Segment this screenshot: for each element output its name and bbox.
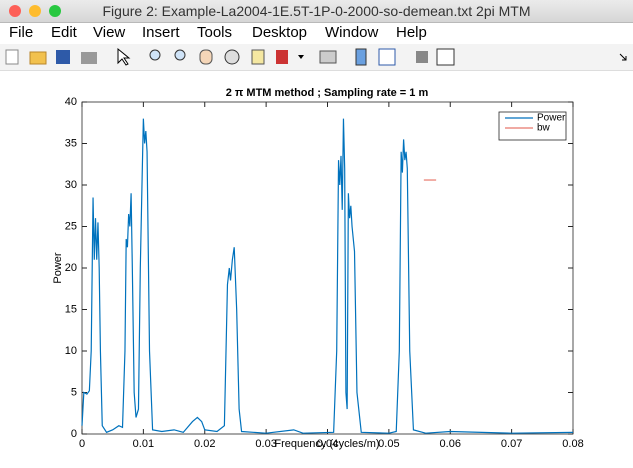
x-tick-label: 0 [79,438,85,450]
x-axis-label: Frequency (cycles/m) [274,438,379,450]
y-tick-label: 5 [71,386,77,398]
y-axis-label: Power [52,252,64,284]
close-button[interactable] [9,5,21,17]
menu-item[interactable]: Window [325,24,379,41]
y-tick-label: 30 [65,179,77,191]
y-tick-label: 25 [65,220,77,232]
menu-item[interactable]: Tools [197,24,233,41]
pan-icon[interactable] [199,49,213,65]
link-icon[interactable] [319,50,337,64]
save-icon[interactable] [56,50,70,64]
menu-item[interactable]: Insert [142,24,180,41]
chart: 2 π MTM method ; Sampling rate = 1 m Fre… [52,87,584,450]
y-tick-label: 35 [65,137,77,149]
y-tick-label: 0 [71,428,77,440]
toolbar [0,44,633,71]
print-icon[interactable] [81,52,97,64]
legend-label: bw [537,123,551,134]
x-tick-label: 0.04 [317,438,338,450]
x-tick-label: 0.06 [440,438,461,450]
line-series [81,118,574,434]
zoom-out-icon[interactable] [174,49,186,61]
menu-item[interactable]: File [9,24,34,41]
menu-item[interactable]: Desktop [252,24,308,41]
x-tick-label: 0.02 [194,438,215,450]
legend-label: Power [537,113,566,124]
dock-icon[interactable] [619,53,627,61]
y-tick-label: 10 [65,345,77,357]
new-icon[interactable] [5,49,19,65]
colorbar-icon[interactable] [355,48,367,66]
rotate-icon[interactable] [224,49,240,65]
dropdown-icon[interactable] [298,55,304,59]
toolbar-icons [5,47,627,66]
x-tick-label: 0.03 [255,438,276,450]
menu-item[interactable]: Help [396,24,427,41]
y-tick-label: 20 [65,262,77,274]
legend-box [498,111,567,141]
minimize-button[interactable] [29,5,41,17]
plot-area [81,101,574,435]
x-tick-label: 0.05 [378,438,399,450]
y-tick-label: 15 [65,303,77,315]
window-title: Figure 2: Example-La2004-1E.5T-1P-0-2000… [102,3,531,19]
pointer-icon[interactable] [117,47,131,66]
chart-title: 2 π MTM method ; Sampling rate = 1 m [226,87,429,99]
y-tick-label: 40 [65,96,77,108]
hide-icon[interactable] [416,51,428,63]
menu-item[interactable]: Edit [51,24,77,41]
menu-item[interactable]: View [93,24,126,41]
x-tick-label: 0.07 [501,438,522,450]
zoom-button[interactable] [49,5,61,17]
menu-bar: File Edit View Insert Tools Desktop Wind… [0,23,633,43]
x-tick-label: 0.08 [562,438,583,450]
x-tick-label: 0.01 [133,438,154,450]
brush-icon[interactable] [276,50,288,64]
title-bar: Figure 2: Example-La2004-1E.5T-1P-0-2000… [0,0,633,23]
open-icon[interactable] [29,51,47,65]
datatip-icon[interactable] [251,49,265,65]
show-icon[interactable] [436,48,455,66]
legend-icon[interactable] [378,48,396,66]
zoom-in-icon[interactable] [149,49,161,61]
